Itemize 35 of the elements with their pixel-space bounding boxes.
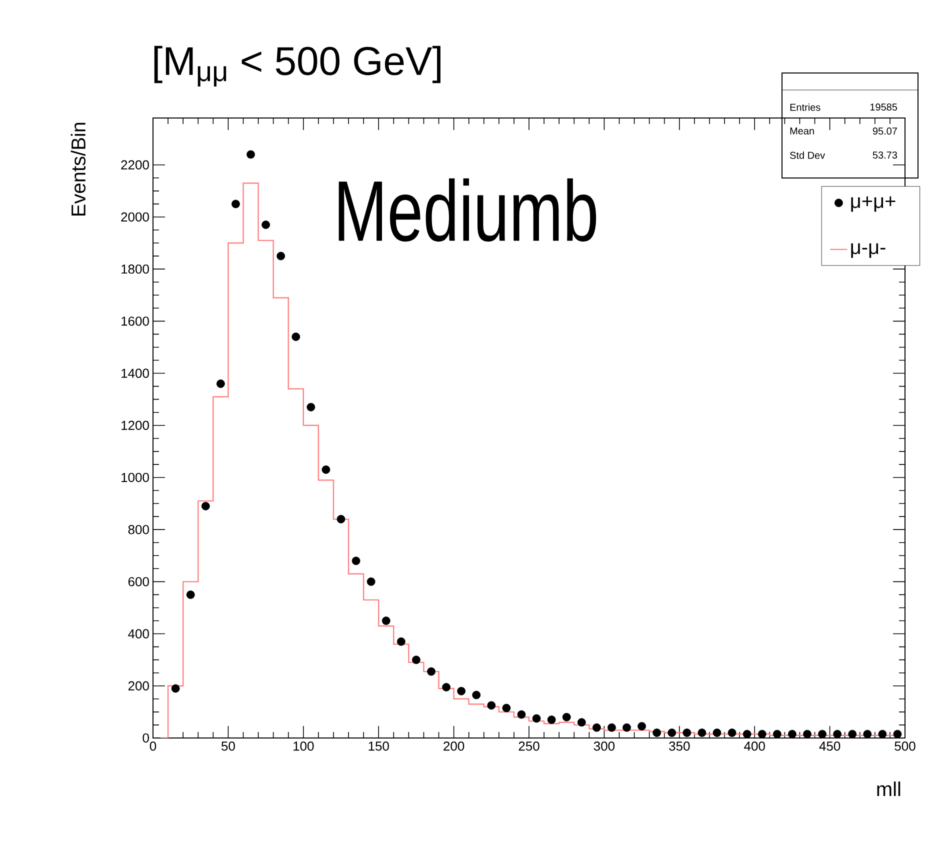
- x-axis-title: mll: [877, 782, 900, 796]
- x-tick-label: 100: [294, 742, 314, 751]
- y-tick-label: 800: [128, 524, 149, 534]
- y-tick-label: 0: [142, 733, 149, 743]
- x-tick-label: 450: [819, 742, 840, 751]
- y-tick-label: 600: [128, 577, 149, 586]
- y-tick-label: 1800: [122, 264, 149, 274]
- x-tick-label: 300: [594, 742, 615, 751]
- y-tick-label: 2200: [121, 160, 149, 170]
- x-tick-label: 50: [221, 742, 235, 751]
- annotation: 53.73: [872, 152, 898, 159]
- y-tick-label: 1200: [122, 420, 149, 430]
- x-tick-label: 400: [744, 742, 765, 751]
- annotation: Mediumb: [338, 178, 596, 242]
- x-tick-label: 350: [669, 742, 690, 751]
- y-tick-label: 2000: [121, 212, 149, 222]
- legend-label: μ+μ+: [851, 196, 896, 212]
- y-tick-label: 400: [128, 629, 149, 638]
- y-axis-title: Events/Bin: [70, 122, 86, 216]
- x-tick-label: 0: [150, 742, 156, 751]
- y-tick-label: 1400: [122, 368, 149, 378]
- y-tick-label: 200: [128, 681, 149, 690]
- annotation: Mean: [790, 128, 814, 134]
- annotation: 95.07: [872, 128, 897, 135]
- x-tick-label: 200: [444, 742, 464, 751]
- x-tick-label: 250: [518, 742, 540, 751]
- y-tick-label: 1000: [122, 472, 149, 482]
- x-tick-label: 150: [368, 742, 389, 751]
- text: 19585: [870, 104, 898, 111]
- chart-title: [M$_{μμ}$ < 500 GeV]: [154, 46, 440, 86]
- legend-label: μ-μ-: [851, 243, 886, 258]
- y-tick-label: 1600: [122, 316, 149, 326]
- x-tick-label: 500: [894, 742, 916, 751]
- annotation: Std Dev: [790, 152, 826, 159]
- text: Entries: [790, 104, 820, 111]
